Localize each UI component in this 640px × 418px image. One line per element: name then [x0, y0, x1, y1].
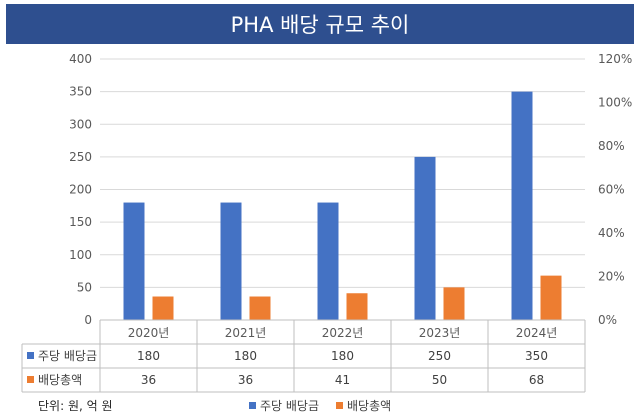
x-tick-label: 2023년 — [419, 326, 461, 340]
x-tick-label: 2020년 — [128, 326, 170, 340]
y2-tick-label: 40% — [598, 226, 625, 240]
legend-swatch — [336, 402, 343, 409]
bar-total-dividend — [540, 275, 562, 320]
bar-total-dividend — [152, 296, 174, 320]
bar-dividend-per-share — [414, 156, 436, 320]
table-cell: 41 — [335, 373, 350, 387]
y2-tick-label: 0% — [598, 313, 617, 327]
y-tick-label: 150 — [69, 215, 92, 229]
bar-total-dividend — [443, 287, 465, 320]
table-cell: 180 — [331, 349, 354, 363]
y-tick-label: 200 — [69, 183, 92, 197]
table-cell: 250 — [428, 349, 451, 363]
table-legend-swatch — [27, 352, 34, 359]
y-tick-label: 250 — [69, 150, 92, 164]
y-tick-label: 0 — [84, 313, 92, 327]
bar-dividend-per-share — [220, 202, 242, 320]
unit-note: 단위: 원, 억 원 — [38, 399, 113, 413]
legend-label: 주당 배당금 — [260, 399, 319, 413]
y2-tick-label: 60% — [598, 183, 625, 197]
y-tick-label: 350 — [69, 85, 92, 99]
bar-dividend-per-share — [123, 202, 145, 320]
x-tick-label: 2022년 — [322, 326, 364, 340]
table-cell: 180 — [234, 349, 257, 363]
table-cell: 68 — [529, 373, 544, 387]
table-cell: 50 — [432, 373, 447, 387]
y2-tick-label: 100% — [598, 96, 632, 110]
y2-tick-label: 120% — [598, 52, 632, 66]
legend-label: 배당총액 — [347, 399, 391, 413]
x-tick-label: 2024년 — [516, 326, 558, 340]
chart-title-bar: PHA 배당 규모 추이 — [6, 4, 634, 44]
table-legend-swatch — [27, 376, 34, 383]
legend-swatch — [249, 402, 256, 409]
y2-tick-label: 80% — [598, 139, 625, 153]
y-tick-label: 50 — [77, 280, 92, 294]
x-tick-label: 2021년 — [225, 326, 267, 340]
bar-dividend-per-share — [317, 202, 339, 320]
table-cell: 36 — [238, 373, 253, 387]
bar-dividend-per-share — [511, 91, 533, 320]
y-tick-label: 400 — [69, 52, 92, 66]
y-tick-label: 100 — [69, 248, 92, 262]
bar-total-dividend — [249, 296, 271, 320]
y-tick-label: 300 — [69, 117, 92, 131]
chart-title: PHA 배당 규모 추이 — [230, 13, 410, 37]
y2-tick-label: 20% — [598, 270, 625, 284]
table-cell: 36 — [141, 373, 156, 387]
table-cell: 350 — [525, 349, 548, 363]
table-row-label: 배당총액 — [38, 373, 82, 387]
table-row-label: 주당 배당금 — [38, 349, 97, 363]
bar-total-dividend — [346, 293, 368, 320]
table-cell: 180 — [137, 349, 160, 363]
